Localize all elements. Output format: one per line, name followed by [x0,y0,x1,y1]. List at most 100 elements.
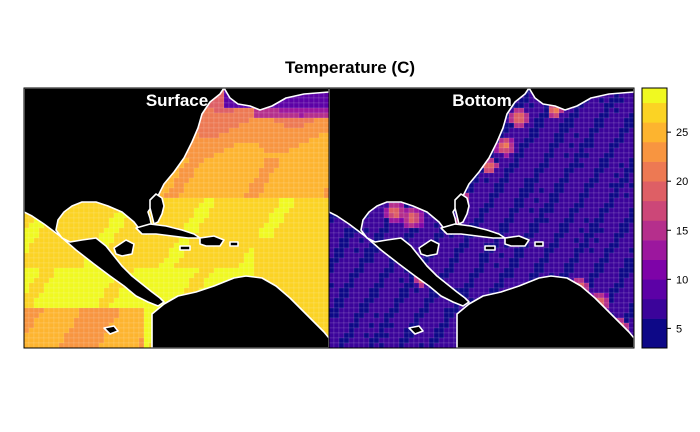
raster-cell [308,232,315,239]
raster-cell [198,217,205,224]
raster-cell [158,237,165,244]
raster-cell [173,272,180,279]
raster-cell [248,247,255,254]
raster-cell [193,257,200,264]
raster-cell [298,152,305,159]
raster-cell [518,102,525,109]
raster-cell [193,277,200,284]
raster-cell [258,192,265,199]
raster-cell [178,282,185,289]
raster-cell [128,262,135,269]
raster-cell [153,257,160,264]
raster-cell [223,267,230,274]
raster-cell [513,122,520,129]
raster-cell [258,227,265,234]
raster-cell [43,267,50,274]
raster-cell [318,152,325,159]
raster-cell [68,212,75,219]
raster-cell [263,177,270,184]
raster-cell [38,342,45,348]
raster-cell [608,157,615,164]
raster-cell [273,107,280,114]
raster-cell [558,177,565,184]
raster-cell [598,217,605,224]
raster-cell [298,172,305,179]
raster-cell [258,122,265,129]
raster-cell [553,107,560,114]
raster-cell [568,222,575,229]
raster-cell [193,187,200,194]
raster-cell [123,302,130,309]
raster-cell [508,187,515,194]
raster-cell [48,302,55,309]
raster-cell [83,262,90,269]
raster-cell [168,237,175,244]
raster-cell [43,242,50,249]
raster-cell [573,202,580,209]
raster-cell [273,232,280,239]
raster-cell [48,307,55,314]
raster-cell [228,202,235,209]
raster-cell [438,232,445,239]
raster-cell [218,217,225,224]
raster-cell [273,212,280,219]
raster-cell [88,322,95,329]
raster-cell [313,212,320,219]
raster-cell [493,197,500,204]
raster-cell [628,137,634,144]
raster-cell [58,312,65,319]
raster-cell [208,252,215,259]
raster-cell [508,132,515,139]
raster-cell [628,147,634,154]
raster-cell [498,172,505,179]
raster-cell [623,197,630,204]
raster-cell [163,237,170,244]
raster-cell [543,177,550,184]
raster-cell [288,187,295,194]
raster-cell [58,267,65,274]
raster-cell [213,182,220,189]
raster-cell [273,117,280,124]
raster-cell [138,267,145,274]
raster-cell [213,187,220,194]
raster-cell [253,252,260,259]
raster-cell [318,177,325,184]
raster-cell [43,307,50,314]
raster-cell [298,207,305,214]
raster-cell [63,247,70,254]
raster-cell [218,222,225,229]
raster-cell [43,322,50,329]
raster-cell [228,102,235,109]
raster-cell [298,122,305,129]
raster-cell [363,227,370,234]
raster-cell [158,247,165,254]
raster-cell [53,252,60,259]
raster-cell [513,127,520,134]
raster-cell [593,112,600,119]
raster-cell [73,322,80,329]
raster-cell [593,207,600,214]
raster-cell [288,247,295,254]
raster-cell [473,197,480,204]
raster-cell [323,197,329,204]
raster-cell [273,137,280,144]
raster-cell [563,177,570,184]
raster-cell [318,112,325,119]
raster-cell [283,217,290,224]
raster-cell [323,147,329,154]
raster-cell [518,172,525,179]
raster-cell [498,157,505,164]
raster-cell [568,132,575,139]
raster-cell [213,247,220,254]
raster-cell [613,187,620,194]
raster-cell [203,267,210,274]
raster-cell [258,162,265,169]
raster-cell [558,197,565,204]
raster-cell [213,222,220,229]
raster-cell [528,207,535,214]
raster-cell [518,162,525,169]
raster-cell [178,272,185,279]
raster-cell [588,157,595,164]
raster-cell [483,217,490,224]
raster-cell [528,202,535,209]
